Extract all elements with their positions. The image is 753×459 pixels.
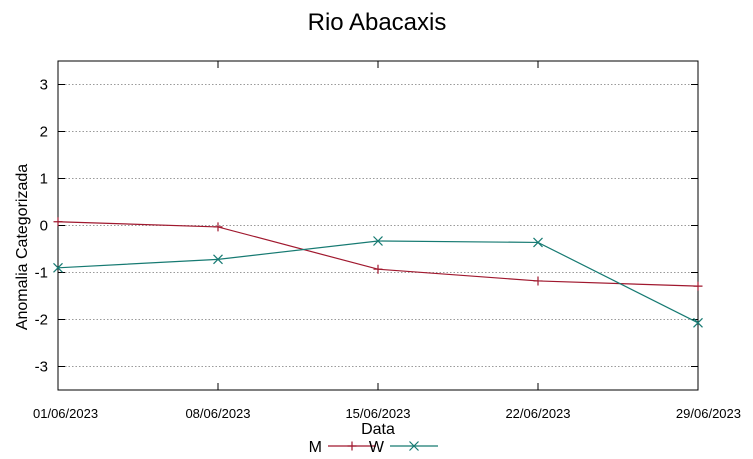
data-point xyxy=(213,222,223,232)
data-point xyxy=(693,317,703,328)
legend-label: M xyxy=(309,439,322,456)
legend-entry: W xyxy=(369,439,438,456)
data-point xyxy=(409,441,419,451)
x-tick-label: 22/06/2023 xyxy=(505,406,570,421)
series-w xyxy=(53,236,703,328)
x-tick-label: 29/06/2023 xyxy=(676,406,741,421)
y-tick-label: -1 xyxy=(35,265,48,282)
chart-title: Rio Abacaxis xyxy=(308,9,447,36)
y-tick-label: -2 xyxy=(35,312,48,329)
data-point xyxy=(53,217,63,227)
x-tick-label: 15/06/2023 xyxy=(345,406,410,421)
x-axis-label: Data xyxy=(361,421,395,438)
data-point xyxy=(53,262,63,273)
series-m xyxy=(53,217,703,291)
data-point xyxy=(373,236,383,246)
data-point xyxy=(533,237,543,248)
x-tick-label: 01/06/2023 xyxy=(33,406,98,421)
y-tick-label: 2 xyxy=(40,124,48,141)
x-axis-ticks: 01/06/2023 08/06/2023 15/06/2023 22/06/2023… xyxy=(33,61,741,421)
data-point xyxy=(347,441,357,451)
series-layer xyxy=(53,217,703,328)
grid-lines xyxy=(58,84,698,367)
y-tick-label: 1 xyxy=(40,171,48,188)
y-tick-label: 0 xyxy=(40,218,48,235)
data-point xyxy=(373,264,383,274)
series-line xyxy=(57,221,699,287)
legend-label: W xyxy=(369,439,385,456)
legend-entry: M xyxy=(309,439,376,456)
x-tick-label: 08/06/2023 xyxy=(185,406,250,421)
series-line xyxy=(57,240,699,324)
y-axis-label: Anomalia Categorizada xyxy=(14,164,31,330)
data-point xyxy=(693,281,703,291)
y-tick-label: -3 xyxy=(35,359,48,376)
data-point xyxy=(213,254,223,265)
data-point xyxy=(533,276,543,286)
y-tick-label: 3 xyxy=(40,77,48,94)
